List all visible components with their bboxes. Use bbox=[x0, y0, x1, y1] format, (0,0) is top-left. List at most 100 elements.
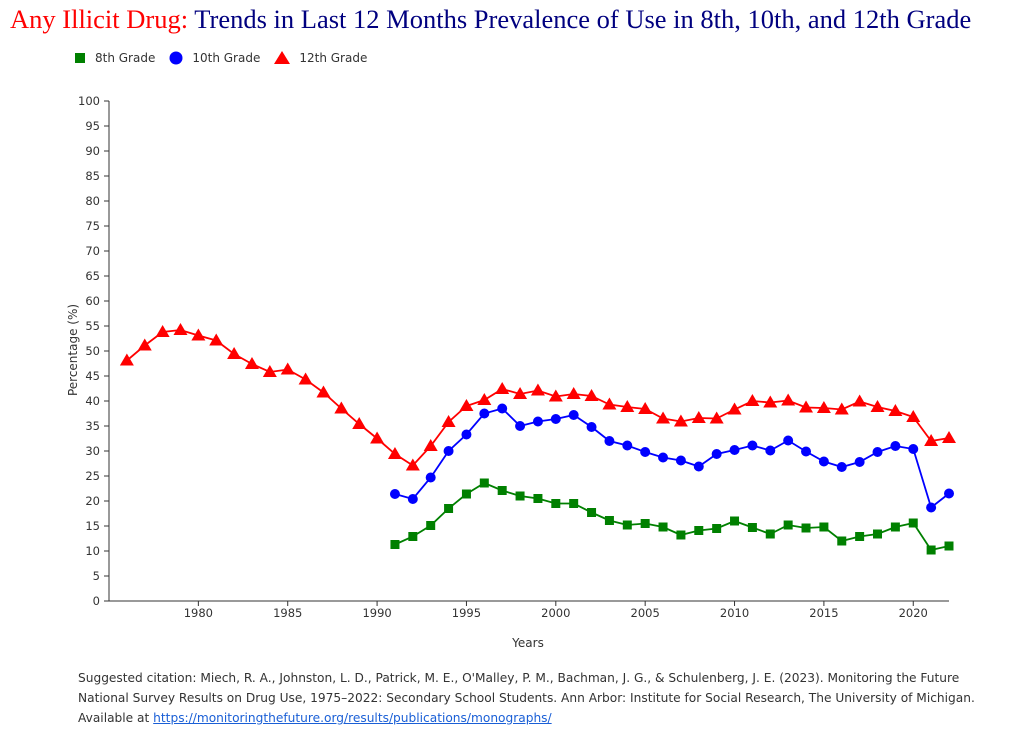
data-point-12th-grade bbox=[727, 402, 742, 415]
data-point-12th-grade bbox=[316, 385, 331, 398]
data-point-8th-grade bbox=[801, 523, 811, 533]
y-tick-label: 50 bbox=[85, 344, 100, 358]
data-point-12th-grade bbox=[173, 323, 188, 335]
data-point-10th-grade bbox=[693, 461, 704, 472]
data-point-10th-grade bbox=[604, 436, 615, 446]
data-point-10th-grade bbox=[747, 440, 758, 451]
x-tick-label: 1990 bbox=[362, 606, 391, 620]
data-point-10th-grade bbox=[836, 462, 847, 472]
x-tick-label: 1985 bbox=[273, 606, 302, 620]
data-point-10th-grade bbox=[658, 452, 669, 463]
data-point-8th-grade bbox=[461, 489, 471, 499]
y-tick-label: 40 bbox=[85, 394, 100, 408]
data-point-10th-grade bbox=[497, 403, 508, 414]
data-point-8th-grade bbox=[712, 524, 722, 533]
data-point-10th-grade bbox=[622, 440, 633, 451]
data-point-12th-grade bbox=[763, 395, 778, 408]
y-tick-label: 5 bbox=[93, 569, 100, 583]
data-point-8th-grade bbox=[640, 519, 650, 528]
data-point-8th-grade bbox=[587, 508, 597, 517]
circle-marker-icon bbox=[169, 51, 183, 65]
y-tick-label: 10 bbox=[85, 544, 100, 558]
data-point-8th-grade bbox=[819, 522, 829, 532]
data-point-10th-grade bbox=[908, 444, 919, 454]
data-point-12th-grade bbox=[495, 382, 510, 394]
x-tick-label: 2000 bbox=[541, 606, 570, 620]
citation-text: Suggested citation: Miech, R. A., Johnst… bbox=[78, 671, 975, 725]
data-point-8th-grade bbox=[926, 545, 936, 555]
y-tick-label: 65 bbox=[85, 269, 100, 283]
data-point-12th-grade bbox=[566, 387, 581, 399]
data-point-10th-grade bbox=[872, 447, 883, 457]
data-point-12th-grade bbox=[548, 389, 563, 402]
y-tick-label: 75 bbox=[85, 219, 100, 233]
data-point-8th-grade bbox=[569, 499, 579, 508]
data-point-12th-grade bbox=[405, 458, 420, 471]
legend-item-10th-grade[interactable]: 10th Grade bbox=[169, 51, 260, 65]
y-tick-label: 85 bbox=[85, 169, 100, 183]
data-point-8th-grade bbox=[890, 522, 900, 532]
data-point-10th-grade bbox=[765, 445, 776, 456]
data-point-12th-grade bbox=[530, 383, 545, 396]
y-tick-label: 25 bbox=[85, 469, 100, 483]
data-point-10th-grade bbox=[443, 446, 454, 456]
data-point-10th-grade bbox=[890, 441, 901, 451]
data-point-12th-grade bbox=[691, 411, 706, 423]
data-point-10th-grade bbox=[711, 449, 722, 459]
data-point-12th-grade bbox=[745, 394, 760, 406]
data-point-12th-grade bbox=[888, 404, 903, 416]
y-tick-label: 35 bbox=[85, 419, 100, 433]
x-tick-label: 2020 bbox=[899, 606, 928, 620]
data-point-12th-grade bbox=[262, 365, 277, 377]
y-tick-label: 100 bbox=[78, 94, 100, 108]
data-point-8th-grade bbox=[783, 520, 793, 530]
data-point-10th-grade bbox=[675, 455, 686, 466]
data-point-12th-grade bbox=[852, 394, 867, 407]
data-point-8th-grade bbox=[408, 532, 418, 541]
x-tick-label: 1980 bbox=[184, 606, 213, 620]
legend-item-12th-grade[interactable]: 12th Grade bbox=[274, 51, 367, 65]
data-point-10th-grade bbox=[479, 408, 490, 419]
legend-item-8th-grade[interactable]: 8th Grade bbox=[74, 51, 155, 65]
series-line-10th-grade bbox=[394, 407, 950, 510]
data-point-8th-grade bbox=[855, 532, 865, 541]
data-point-12th-grade bbox=[209, 333, 224, 346]
data-point-8th-grade bbox=[873, 529, 883, 539]
data-point-12th-grade bbox=[298, 372, 313, 385]
y-tick-label: 55 bbox=[85, 319, 100, 333]
citation-link[interactable]: https://monitoringthefuture.org/results/… bbox=[153, 711, 552, 725]
data-point-10th-grade bbox=[407, 494, 418, 504]
data-point-10th-grade bbox=[926, 502, 937, 513]
data-point-12th-grade bbox=[423, 439, 438, 451]
citation: Suggested citation: Miech, R. A., Johnst… bbox=[78, 668, 978, 728]
data-point-12th-grade bbox=[155, 325, 170, 337]
data-point-12th-grade bbox=[638, 402, 653, 414]
data-point-12th-grade bbox=[924, 434, 939, 446]
data-point-10th-grade bbox=[586, 422, 597, 432]
data-point-8th-grade bbox=[765, 529, 775, 539]
x-tick-label: 1995 bbox=[452, 606, 481, 620]
y-tick-label: 95 bbox=[85, 119, 100, 133]
data-point-12th-grade bbox=[477, 393, 492, 405]
series-line-8th-grade bbox=[394, 481, 950, 552]
data-point-10th-grade bbox=[461, 429, 472, 440]
data-point-12th-grade bbox=[119, 353, 134, 366]
x-tick-label: 2005 bbox=[631, 606, 660, 620]
data-point-12th-grade bbox=[709, 411, 724, 424]
data-point-10th-grade bbox=[818, 456, 829, 467]
data-point-8th-grade bbox=[747, 523, 757, 532]
y-tick-label: 0 bbox=[93, 594, 100, 608]
data-point-8th-grade bbox=[944, 541, 954, 551]
data-point-12th-grade bbox=[673, 414, 688, 427]
data-point-12th-grade bbox=[799, 400, 814, 413]
data-point-12th-grade bbox=[387, 447, 402, 459]
legend-label-10th-grade: 10th Grade bbox=[192, 51, 261, 65]
data-point-12th-grade bbox=[906, 410, 921, 422]
data-point-8th-grade bbox=[390, 540, 400, 549]
data-point-10th-grade bbox=[389, 489, 400, 499]
y-tick-label: 45 bbox=[85, 369, 100, 383]
data-point-12th-grade bbox=[191, 328, 206, 341]
data-point-10th-grade bbox=[550, 414, 561, 424]
data-point-12th-grade bbox=[870, 400, 885, 412]
data-point-12th-grade bbox=[441, 415, 456, 427]
